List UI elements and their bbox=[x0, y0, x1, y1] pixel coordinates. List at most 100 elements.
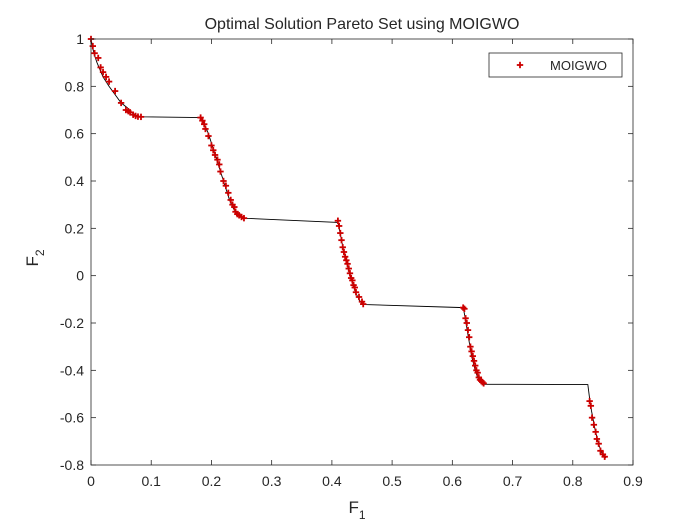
x-axis-label-main: F bbox=[348, 498, 358, 517]
data-point bbox=[334, 217, 342, 224]
x-axis-ticks: 0 0.1 0.2 0.3 0.4 0.5 0.6 0.7 0.8 0.9 bbox=[87, 39, 643, 489]
axes-box bbox=[90, 38, 634, 466]
data-point bbox=[137, 113, 145, 121]
data-point bbox=[339, 244, 346, 251]
x-tick-label: 0 bbox=[87, 473, 95, 489]
data-point bbox=[111, 87, 119, 95]
data-point bbox=[459, 304, 467, 311]
y-axis-label-main: F bbox=[23, 256, 42, 266]
data-point bbox=[95, 54, 102, 62]
data-point bbox=[97, 64, 104, 71]
data-point bbox=[225, 189, 232, 197]
chart-title: Optimal Solution Pareto Set using MOIGWO bbox=[205, 16, 520, 33]
x-tick-label: 0.7 bbox=[503, 473, 523, 489]
y-tick-label: -0.2 bbox=[60, 315, 84, 331]
data-point bbox=[465, 334, 473, 341]
y-axis-label-subscript: 2 bbox=[33, 249, 47, 256]
y-tick-label: 0.2 bbox=[65, 220, 85, 236]
y-axis-ticks: -0.8 -0.6 -0.4 -0.2 0 0.2 0.4 0.6 0.8 1 bbox=[60, 31, 633, 473]
x-tick-label: 0.6 bbox=[443, 473, 463, 489]
data-point bbox=[211, 151, 219, 159]
data-point bbox=[346, 270, 354, 277]
data-point bbox=[217, 168, 224, 175]
x-axis-label-subscript: 1 bbox=[359, 508, 366, 522]
data-point bbox=[349, 277, 356, 284]
data-point bbox=[99, 68, 107, 76]
y-tick-label: 0.6 bbox=[65, 126, 85, 142]
data-point bbox=[231, 203, 238, 211]
data-point bbox=[597, 447, 604, 454]
data-point bbox=[345, 265, 352, 272]
x-tick-label: 0.8 bbox=[563, 473, 583, 489]
y-tick-label: -0.6 bbox=[60, 410, 84, 426]
y-axis-label: F2 bbox=[23, 249, 47, 266]
data-point bbox=[341, 253, 349, 260]
data-point bbox=[461, 305, 468, 312]
y-tick-label: 0 bbox=[76, 268, 84, 284]
data-point bbox=[220, 177, 227, 185]
x-tick-label: 0.5 bbox=[382, 473, 402, 489]
x-tick-label: 0.4 bbox=[322, 473, 342, 489]
plot-area bbox=[91, 39, 633, 465]
data-point bbox=[595, 440, 602, 447]
data-point bbox=[201, 121, 208, 128]
data-point bbox=[352, 289, 360, 296]
data-point bbox=[474, 369, 481, 376]
y-tick-label: 0.4 bbox=[65, 173, 85, 189]
data-point bbox=[337, 229, 344, 237]
data-point bbox=[463, 319, 470, 327]
data-point bbox=[335, 222, 343, 230]
data-point bbox=[593, 435, 601, 443]
data-point bbox=[588, 414, 596, 421]
y-tick-label: -0.8 bbox=[60, 457, 84, 473]
data-point bbox=[479, 378, 486, 386]
data-point bbox=[472, 362, 479, 369]
data-point bbox=[469, 352, 477, 360]
y-tick-label: -0.4 bbox=[60, 362, 84, 378]
data-point bbox=[360, 300, 367, 308]
marker-layer bbox=[87, 35, 608, 460]
data-point bbox=[586, 397, 593, 405]
x-tick-label: 0.3 bbox=[262, 473, 282, 489]
y-tick-label: 1 bbox=[76, 31, 84, 47]
x-axis-label: F1 bbox=[348, 498, 365, 522]
data-point bbox=[601, 453, 608, 460]
data-point bbox=[480, 380, 487, 387]
data-point bbox=[222, 182, 230, 189]
data-point bbox=[240, 214, 248, 222]
legend: MOIGWO bbox=[488, 52, 623, 78]
x-tick-label: 0.2 bbox=[202, 473, 222, 489]
data-point bbox=[590, 421, 598, 428]
data-point bbox=[216, 161, 223, 168]
y-tick-label: 0.8 bbox=[65, 78, 85, 94]
data-point bbox=[205, 132, 212, 140]
x-tick-label: 0.9 bbox=[623, 473, 643, 489]
data-point bbox=[214, 156, 221, 163]
data-point bbox=[344, 260, 351, 268]
legend-label: MOIGWO bbox=[550, 58, 607, 73]
data-point bbox=[105, 78, 113, 85]
data-point bbox=[587, 402, 595, 410]
legend-marker bbox=[516, 61, 524, 69]
data-point bbox=[468, 348, 475, 355]
data-point bbox=[202, 125, 209, 133]
data-point bbox=[117, 99, 125, 107]
data-point bbox=[592, 428, 599, 436]
data-point bbox=[91, 50, 98, 57]
data-point bbox=[340, 248, 348, 256]
data-point bbox=[208, 142, 215, 149]
x-tick-label: 0.1 bbox=[141, 473, 161, 489]
data-point bbox=[464, 326, 472, 334]
data-point bbox=[227, 196, 234, 204]
data-point bbox=[199, 117, 206, 124]
data-point bbox=[462, 315, 469, 322]
data-point bbox=[102, 73, 110, 81]
data-point bbox=[351, 284, 358, 291]
data-point bbox=[210, 147, 217, 154]
data-point bbox=[470, 357, 478, 365]
data-point bbox=[467, 343, 474, 350]
data-point bbox=[338, 236, 345, 244]
data-point bbox=[343, 257, 350, 264]
